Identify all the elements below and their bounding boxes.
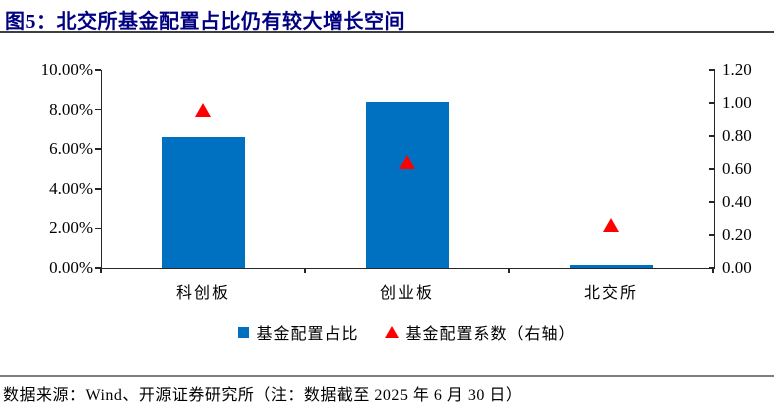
footer-divider [0,375,774,377]
y-right-tick-label: 0.60 [722,159,752,178]
y-right-tick-label: 0.20 [722,225,752,244]
x-axis-tick [508,268,510,273]
y-left-tick-label: 10.00% [40,60,93,79]
y-right-tick-label: 0.80 [722,126,752,145]
y-left-tick-label: 8.00% [49,99,93,119]
legend-label-marker-series: 基金配置系数（右轴） [405,326,576,343]
x-axis-tick [304,268,306,273]
y-left-tick-label: 2.00% [49,218,93,238]
chart-legend: 基金配置占比 基金配置系数（右轴） [101,320,713,344]
bar-北交所 [570,265,653,268]
y-right-tick [708,267,715,269]
x-category-label: 创业板 [379,285,434,302]
red-triangle-swatch-icon [384,326,399,338]
y-left-tick-label: 4.00% [49,178,93,198]
y-left-tick [95,267,101,269]
legend-item-bar-series: 基金配置占比 [238,320,358,344]
source-note: 数据来源：Wind、开源证券研究所（注：数据截至 2025 年 6 月 30 日… [3,387,523,404]
y-right-tick [708,201,715,203]
y-right-tick [708,102,715,104]
legend-label-bar-series: 基金配置占比 [256,326,359,343]
marker-科创板 [195,102,211,117]
y-left-tick-label: 6.00% [49,139,93,159]
y-right-tick [708,69,715,71]
y-left-tick [95,69,101,71]
y-right-tick-label: 1.20 [722,60,752,79]
y-left-tick [95,108,101,111]
x-axis-tick [712,268,714,273]
plot-area [101,70,715,269]
marker-北交所 [603,218,619,233]
marker-创业板 [399,155,415,170]
title-divider [0,31,774,33]
legend-item-marker-series: 基金配置系数（右轴） [384,320,576,344]
y-left-tick [95,227,101,230]
y-right-tick [708,135,715,137]
y-left-tick [95,148,101,150]
blue-square-swatch-icon [238,326,250,338]
bar-科创板 [162,137,245,268]
x-axis-tick [100,268,102,273]
x-category-label: 科创板 [175,285,230,302]
x-category-label: 北交所 [583,285,638,302]
y-left-tick [95,188,101,190]
bar-创业板 [366,102,449,268]
y-right-tick [708,234,715,236]
figure-title: 图5：北交所基金配置占比仍有较大增长空间 [5,11,405,33]
y-right-tick-label: 0.40 [722,192,752,211]
y-left-tick-label: 0.00% [49,258,93,277]
y-right-tick [708,168,715,170]
y-right-tick-label: 0.00 [722,258,752,277]
y-right-tick-label: 1.00 [722,93,752,112]
